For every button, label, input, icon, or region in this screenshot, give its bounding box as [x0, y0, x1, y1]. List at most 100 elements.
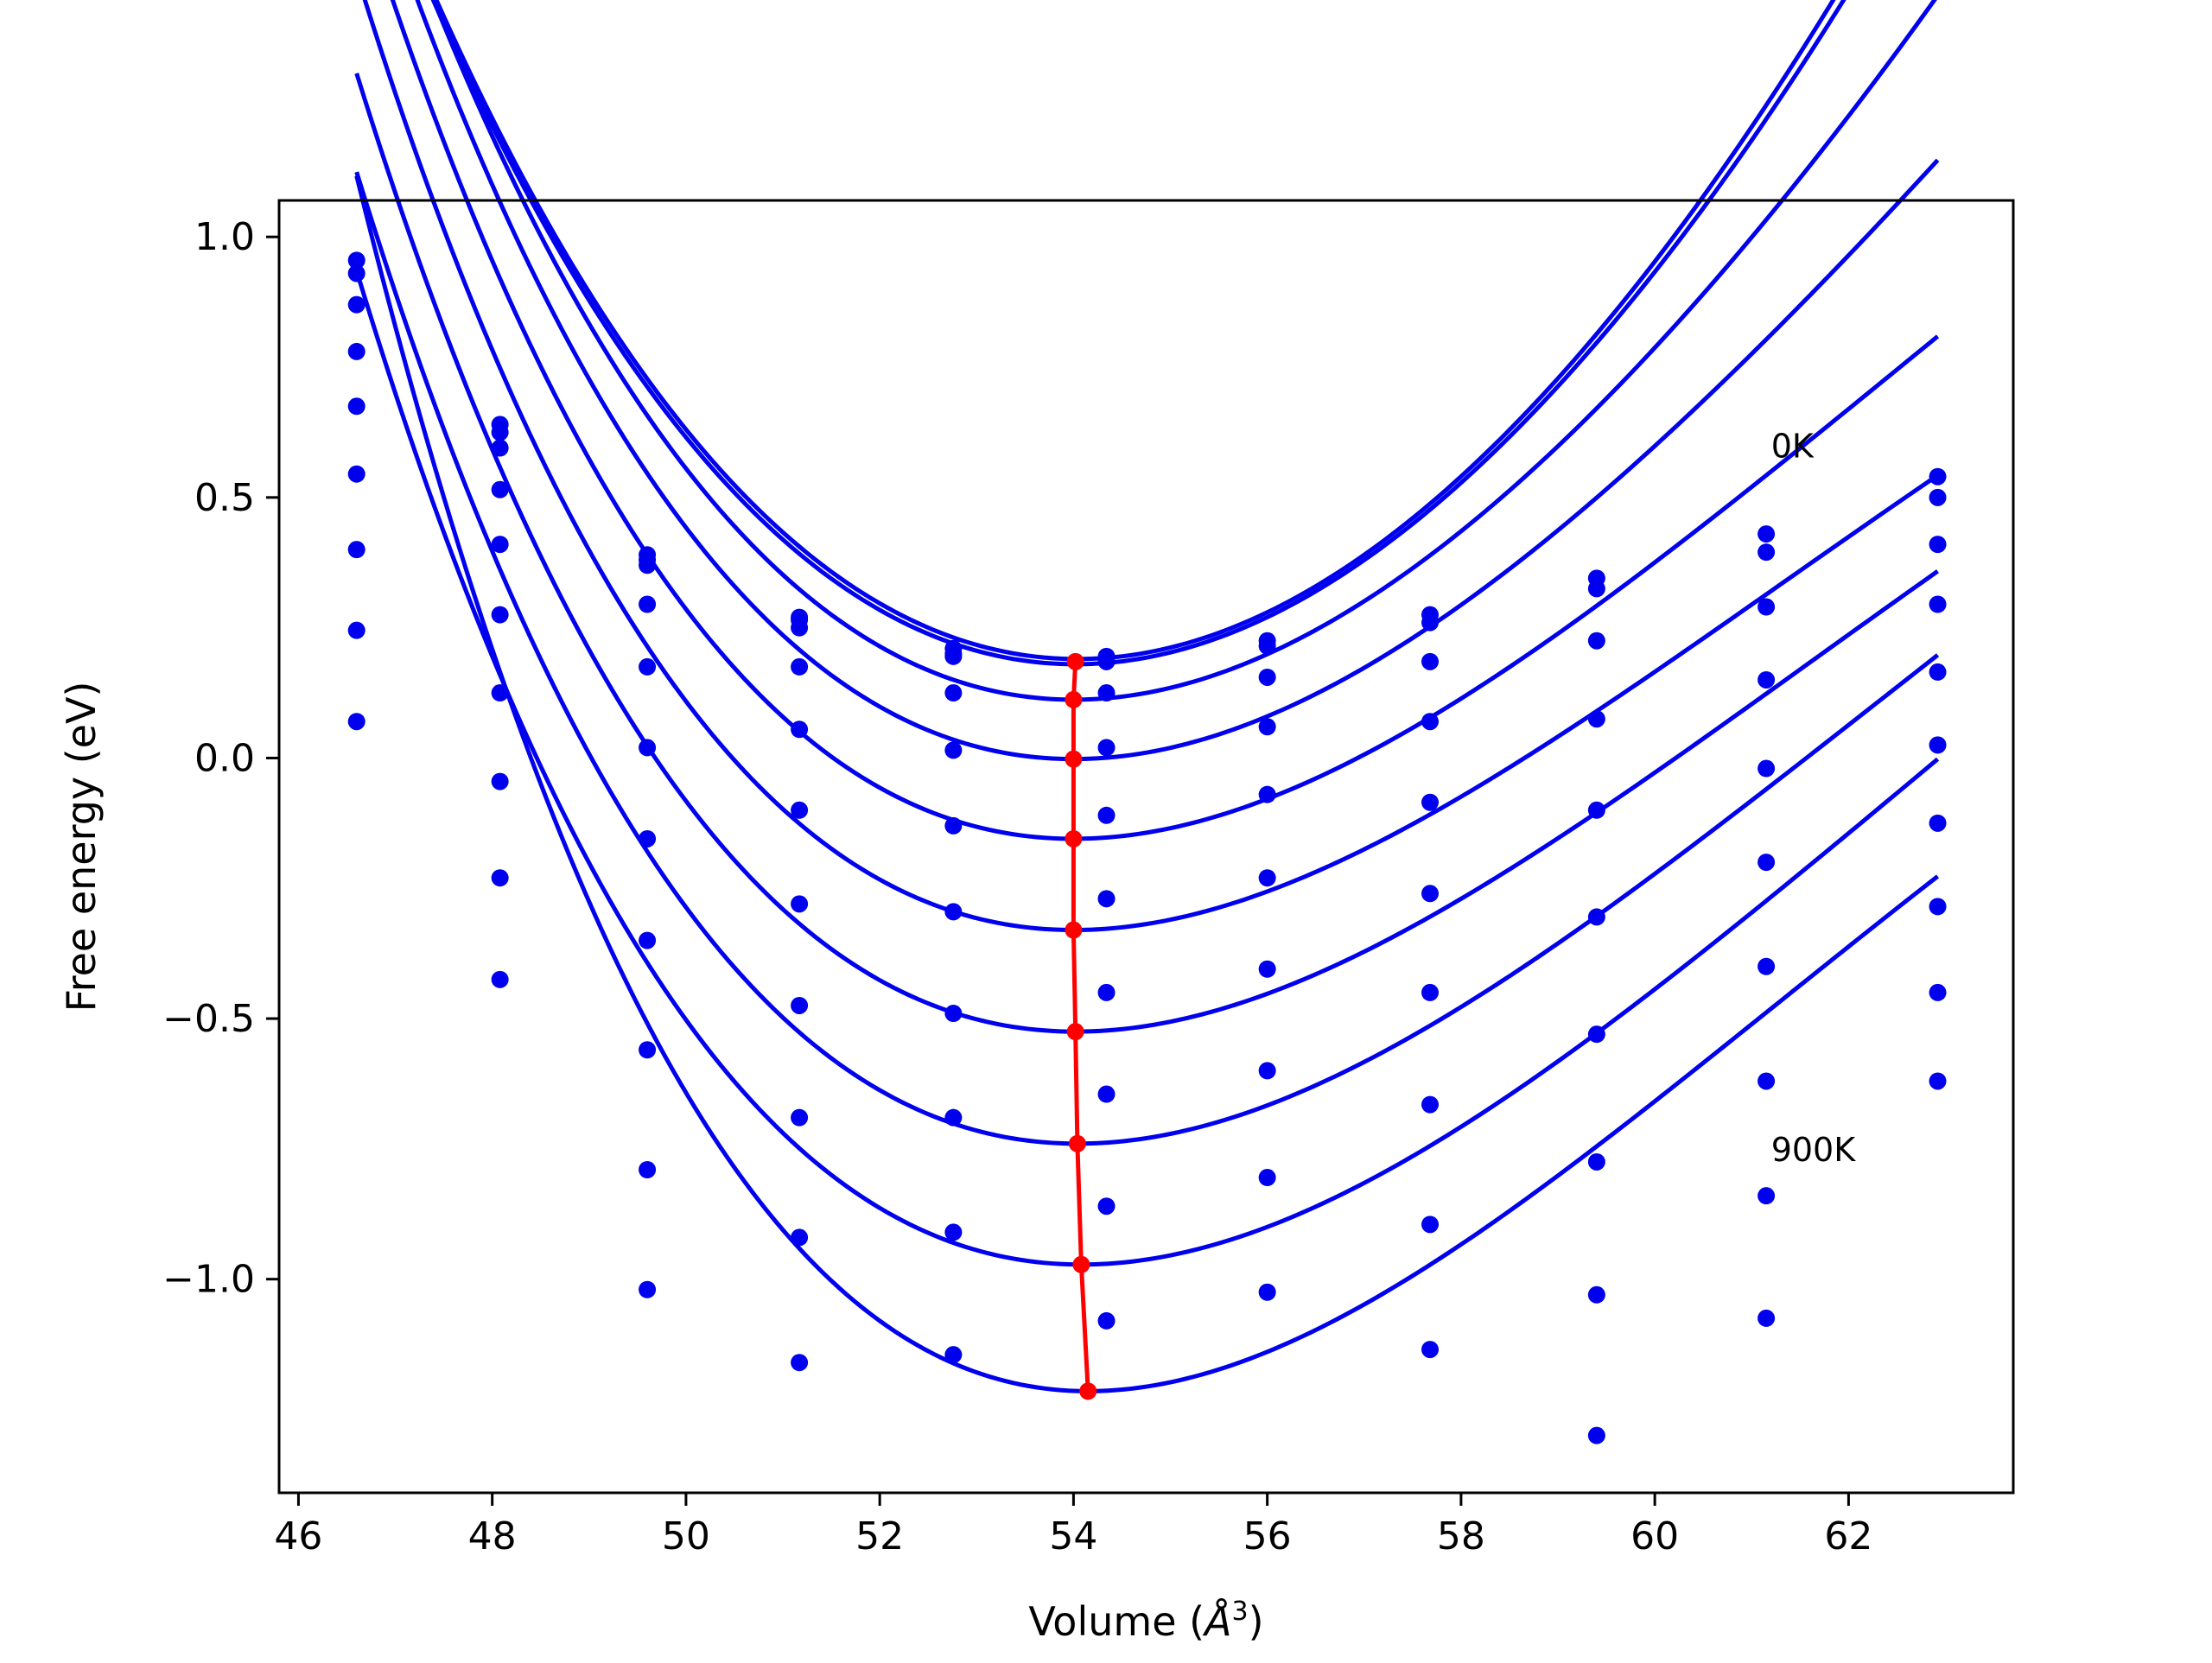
data-point: [1421, 713, 1440, 731]
fit-curve-9: [354, 175, 1940, 1393]
data-point: [791, 619, 809, 637]
data-point: [1421, 652, 1440, 670]
y-tick-label: −1.0: [162, 1258, 255, 1302]
data-point: [1258, 1169, 1276, 1187]
fit-curve-0: [434, 0, 1836, 662]
data-point: [1097, 684, 1116, 702]
data-point: [1587, 1426, 1605, 1444]
x-tick-label: 50: [662, 1514, 710, 1558]
data-point: [1758, 1187, 1776, 1205]
data-point: [791, 720, 809, 739]
minimum-point: [1066, 652, 1084, 670]
annotations: 0K 900K: [1771, 428, 1857, 1169]
data-point: [639, 739, 657, 757]
minimum-point: [1079, 1382, 1097, 1400]
data-point: [791, 996, 809, 1014]
y-axis-title: Free energy (eV): [58, 682, 105, 1012]
data-point: [791, 895, 809, 913]
data-point: [1929, 488, 1947, 506]
data-point: [1097, 1085, 1116, 1103]
data-point: [1097, 806, 1116, 824]
data-point: [1929, 467, 1947, 486]
x-tick-label: 58: [1437, 1514, 1485, 1558]
minimum-point: [1065, 690, 1083, 708]
data-point: [1258, 637, 1276, 655]
data-point: [491, 439, 509, 457]
data-point: [491, 423, 509, 441]
data-point: [1587, 580, 1605, 598]
data-point: [1258, 1062, 1276, 1080]
data-point: [1421, 1341, 1440, 1359]
x-axis-title: Volume (Å3): [1028, 1596, 1263, 1645]
y-tick-label: −0.5: [162, 997, 255, 1041]
data-point: [1097, 1197, 1116, 1216]
data-point: [944, 1005, 963, 1023]
data-point: [944, 816, 963, 835]
data-point: [639, 931, 657, 949]
data-point: [1758, 1072, 1776, 1090]
data-point: [944, 1346, 963, 1364]
y-tick-label: 1.0: [194, 215, 255, 259]
data-point: [1097, 739, 1116, 757]
data-point: [1587, 1152, 1605, 1171]
data-points: [347, 251, 1947, 1444]
data-point: [491, 772, 509, 790]
data-point: [791, 1354, 809, 1372]
y-tick-label: 0.5: [194, 476, 255, 520]
fit-curve-3: [415, 0, 1940, 762]
data-point: [347, 251, 365, 270]
x-axis-title-unit: Å: [1202, 1598, 1231, 1645]
minimum-point: [1066, 1023, 1084, 1041]
data-point: [944, 741, 963, 759]
data-point: [1758, 543, 1776, 562]
data-point: [639, 595, 657, 613]
annotation-label: 900K: [1771, 1131, 1857, 1169]
data-point: [639, 1041, 657, 1059]
minimum-point: [1065, 750, 1083, 768]
data-point: [639, 829, 657, 847]
data-point: [1758, 670, 1776, 689]
data-point: [639, 657, 657, 676]
fit-curve-4: [390, 0, 1940, 841]
data-point: [1929, 595, 1947, 613]
data-point: [1258, 869, 1276, 887]
data-point: [1758, 854, 1776, 872]
data-point: [1587, 801, 1605, 819]
x-axis-title-close: ): [1249, 1598, 1264, 1645]
data-point: [944, 903, 963, 921]
x-tick-label: 52: [855, 1514, 904, 1558]
minimum-point: [1072, 1255, 1090, 1273]
plot-frame: [277, 199, 2015, 1495]
data-point: [1258, 785, 1276, 803]
data-point: [944, 1108, 963, 1127]
x-axis-title-text: Volume (: [1028, 1598, 1205, 1645]
data-point: [1097, 1311, 1116, 1330]
data-point: [791, 1108, 809, 1127]
data-point: [1097, 983, 1116, 1001]
data-point: [1929, 1072, 1947, 1090]
data-point: [1258, 960, 1276, 978]
data-point: [1258, 718, 1276, 736]
fit-curve-7: [354, 171, 1940, 1146]
data-point: [491, 536, 509, 554]
data-point: [944, 684, 963, 702]
data-point: [1097, 652, 1116, 670]
data-point: [1929, 983, 1947, 1001]
data-point: [347, 465, 365, 483]
data-point: [1587, 1025, 1605, 1044]
data-point: [1421, 983, 1440, 1001]
data-point: [1587, 710, 1605, 728]
data-point: [347, 295, 365, 314]
data-point: [1587, 908, 1605, 926]
annotation-label: 0K: [1771, 428, 1815, 466]
data-point: [1758, 525, 1776, 543]
data-point: [1758, 957, 1776, 975]
minimum-point: [1068, 1134, 1086, 1152]
data-point: [1929, 898, 1947, 916]
data-point: [944, 647, 963, 665]
data-point: [1421, 1216, 1440, 1234]
x-axis-title-sup: 3: [1232, 1596, 1249, 1627]
data-point: [347, 342, 365, 360]
data-point: [1929, 814, 1947, 832]
